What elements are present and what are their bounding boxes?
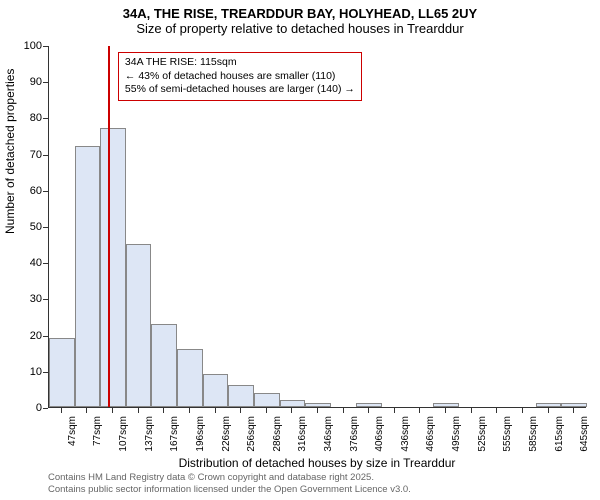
histogram-bar <box>126 244 152 407</box>
histogram-bar <box>100 128 126 407</box>
histogram-bar <box>254 393 280 407</box>
info-line-2: ← 43% of detached houses are smaller (11… <box>125 70 355 84</box>
x-axis: Distribution of detached houses by size … <box>48 408 586 470</box>
x-tick-label: 525sqm <box>477 416 488 456</box>
info-line-3: 55% of semi-detached houses are larger (… <box>125 83 355 97</box>
y-tick-label: 70 <box>30 149 42 161</box>
y-axis: 0102030405060708090100 <box>0 46 48 408</box>
x-tick-label: 615sqm <box>554 416 565 456</box>
x-tick-mark <box>445 408 446 413</box>
x-tick-label: 167sqm <box>169 416 180 456</box>
x-tick-label: 77sqm <box>92 416 103 456</box>
x-tick-label: 226sqm <box>221 416 232 456</box>
y-tick-label: 10 <box>30 366 42 378</box>
histogram-bar <box>203 374 229 407</box>
x-tick-mark <box>419 408 420 413</box>
histogram-bar <box>536 403 562 407</box>
x-tick-mark <box>343 408 344 413</box>
y-tick-label: 50 <box>30 221 42 233</box>
histogram-bar <box>280 400 306 407</box>
x-tick-label: 107sqm <box>118 416 129 456</box>
footer-line-1: Contains HM Land Registry data © Crown c… <box>48 472 411 484</box>
y-tick-label: 40 <box>30 257 42 269</box>
y-tick-label: 90 <box>30 76 42 88</box>
y-tick-label: 30 <box>30 293 42 305</box>
footer-attribution: Contains HM Land Registry data © Crown c… <box>48 472 411 496</box>
x-tick-mark <box>266 408 267 413</box>
histogram-bar <box>151 324 177 407</box>
x-tick-mark <box>86 408 87 413</box>
histogram-bar <box>561 403 587 407</box>
info-line-1: 34A THE RISE: 115sqm <box>125 56 355 70</box>
x-tick-label: 406sqm <box>374 416 385 456</box>
histogram-bar <box>433 403 459 407</box>
plot-area: 34A THE RISE: 115sqm ← 43% of detached h… <box>48 46 586 408</box>
x-tick-label: 466sqm <box>425 416 436 456</box>
x-tick-mark <box>215 408 216 413</box>
x-tick-mark <box>573 408 574 413</box>
chart-title-main: 34A, THE RISE, TREARDDUR BAY, HOLYHEAD, … <box>0 0 600 21</box>
x-tick-mark <box>163 408 164 413</box>
y-tick-label: 80 <box>30 112 42 124</box>
x-tick-label: 645sqm <box>579 416 590 456</box>
histogram-bar <box>305 403 331 407</box>
x-tick-mark <box>61 408 62 413</box>
x-tick-mark <box>548 408 549 413</box>
x-tick-mark <box>189 408 190 413</box>
x-tick-mark <box>496 408 497 413</box>
x-tick-mark <box>368 408 369 413</box>
x-tick-mark <box>240 408 241 413</box>
x-tick-label: 436sqm <box>400 416 411 456</box>
x-tick-label: 376sqm <box>349 416 360 456</box>
histogram-bar <box>49 338 75 407</box>
x-tick-label: 196sqm <box>195 416 206 456</box>
x-tick-label: 256sqm <box>246 416 257 456</box>
x-tick-label: 346sqm <box>323 416 334 456</box>
x-tick-label: 286sqm <box>272 416 283 456</box>
histogram-bar <box>228 385 254 407</box>
x-tick-label: 316sqm <box>297 416 308 456</box>
x-tick-label: 137sqm <box>144 416 155 456</box>
x-tick-label: 555sqm <box>502 416 513 456</box>
y-tick-label: 100 <box>24 40 42 52</box>
histogram-bar <box>75 146 101 407</box>
x-tick-mark <box>138 408 139 413</box>
x-tick-mark <box>112 408 113 413</box>
x-tick-mark <box>394 408 395 413</box>
y-tick-label: 20 <box>30 330 42 342</box>
x-tick-label: 585sqm <box>528 416 539 456</box>
info-box: 34A THE RISE: 115sqm ← 43% of detached h… <box>118 52 362 101</box>
x-tick-label: 495sqm <box>451 416 462 456</box>
x-axis-label: Distribution of detached houses by size … <box>179 456 456 470</box>
histogram-bar <box>177 349 203 407</box>
property-marker-line <box>108 46 110 407</box>
histogram-chart: 34A, THE RISE, TREARDDUR BAY, HOLYHEAD, … <box>0 0 600 500</box>
x-tick-label: 47sqm <box>67 416 78 456</box>
y-tick-label: 0 <box>36 402 42 414</box>
histogram-bar <box>356 403 382 407</box>
x-tick-mark <box>522 408 523 413</box>
chart-title-sub: Size of property relative to detached ho… <box>0 21 600 36</box>
footer-line-2: Contains public sector information licen… <box>48 484 411 496</box>
x-tick-mark <box>317 408 318 413</box>
x-tick-mark <box>291 408 292 413</box>
x-tick-mark <box>471 408 472 413</box>
y-tick-label: 60 <box>30 185 42 197</box>
